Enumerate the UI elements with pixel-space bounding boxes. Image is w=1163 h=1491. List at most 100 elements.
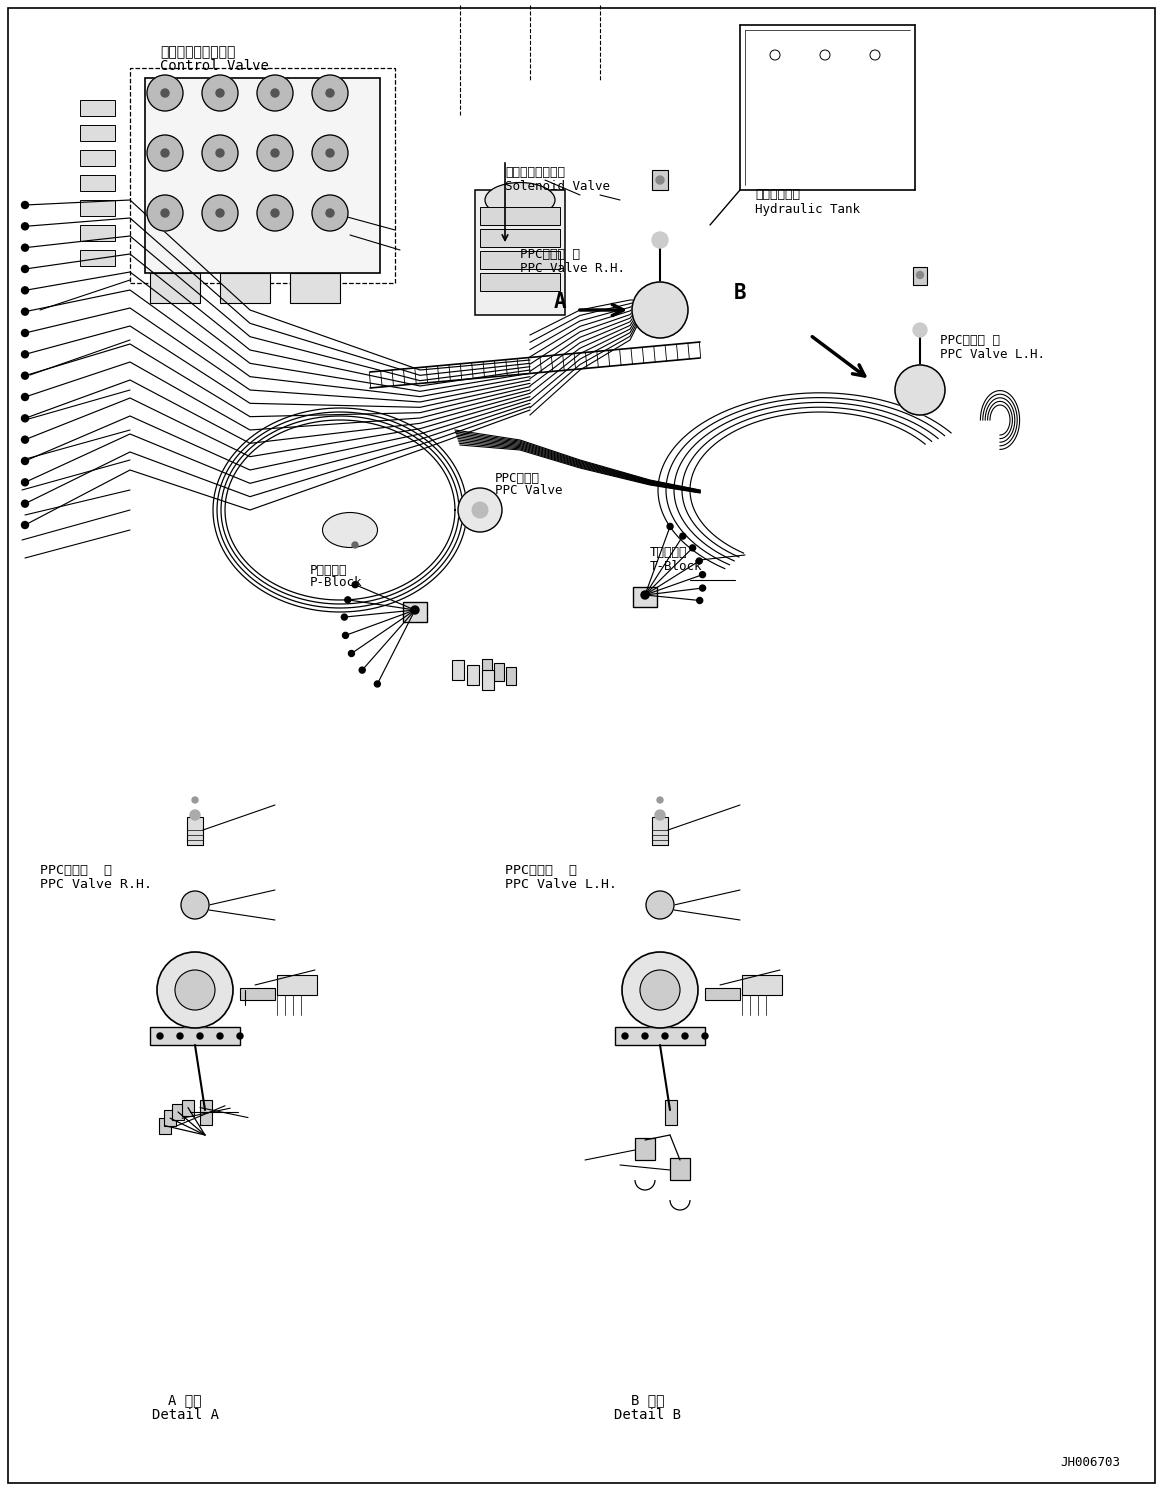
Circle shape	[202, 75, 238, 110]
Bar	[452, 661, 464, 680]
Circle shape	[344, 596, 351, 602]
Circle shape	[190, 810, 200, 820]
Text: PPCバルブ 右: PPCバルブ 右	[520, 249, 580, 261]
Circle shape	[342, 632, 349, 638]
Circle shape	[359, 666, 365, 672]
Circle shape	[202, 136, 238, 171]
Bar	[480, 250, 561, 268]
Circle shape	[642, 1033, 648, 1039]
Circle shape	[160, 209, 169, 218]
Circle shape	[326, 209, 334, 218]
Circle shape	[160, 149, 169, 157]
Circle shape	[257, 195, 293, 231]
Circle shape	[157, 951, 233, 1027]
Circle shape	[21, 350, 29, 358]
Circle shape	[668, 523, 673, 529]
Circle shape	[21, 499, 29, 507]
Circle shape	[352, 581, 358, 587]
Bar	[150, 273, 200, 303]
Text: A: A	[554, 292, 566, 312]
Circle shape	[697, 558, 702, 564]
Circle shape	[21, 309, 29, 315]
Circle shape	[632, 282, 688, 338]
Circle shape	[174, 971, 215, 1009]
Text: T-Block: T-Block	[650, 559, 702, 573]
Circle shape	[312, 195, 348, 231]
Circle shape	[352, 543, 358, 549]
Text: A 詳細: A 詳細	[169, 1393, 201, 1408]
Circle shape	[645, 892, 675, 918]
Circle shape	[177, 1033, 183, 1039]
Circle shape	[216, 149, 224, 157]
Circle shape	[21, 458, 29, 465]
Bar	[742, 975, 782, 994]
Circle shape	[458, 488, 502, 532]
Text: PPC Valve R.H.: PPC Valve R.H.	[520, 261, 625, 274]
Bar	[480, 230, 561, 248]
Circle shape	[217, 1033, 223, 1039]
Circle shape	[656, 176, 664, 183]
Ellipse shape	[485, 182, 555, 218]
Circle shape	[181, 892, 209, 918]
Text: コントロールバルブ: コントロールバルブ	[160, 45, 235, 60]
Bar	[615, 1027, 705, 1045]
Bar	[652, 170, 668, 189]
Circle shape	[326, 89, 334, 97]
Bar	[481, 669, 494, 690]
Bar	[705, 989, 740, 1000]
Circle shape	[21, 479, 29, 486]
Circle shape	[680, 534, 686, 540]
Circle shape	[21, 222, 29, 230]
Bar	[80, 100, 115, 116]
Text: B: B	[734, 283, 747, 303]
Bar	[670, 1159, 690, 1179]
Circle shape	[147, 75, 183, 110]
Circle shape	[326, 149, 334, 157]
Text: B 詳細: B 詳細	[632, 1393, 665, 1408]
Text: PPC Valve L.H.: PPC Valve L.H.	[505, 878, 618, 890]
Circle shape	[702, 1033, 708, 1039]
Circle shape	[271, 149, 279, 157]
Text: PPC Valve: PPC Valve	[495, 485, 563, 498]
Bar	[633, 587, 657, 607]
Circle shape	[21, 265, 29, 273]
Circle shape	[896, 365, 946, 414]
Circle shape	[216, 209, 224, 218]
Circle shape	[216, 89, 224, 97]
Circle shape	[21, 286, 29, 294]
Bar	[290, 273, 340, 303]
Bar	[506, 666, 516, 684]
Circle shape	[202, 195, 238, 231]
Text: PPCバルブ  右: PPCバルブ 右	[40, 863, 112, 877]
Text: PPC Valve R.H.: PPC Valve R.H.	[40, 878, 152, 890]
Text: Solenoid Valve: Solenoid Valve	[505, 179, 611, 192]
Text: Pブロック: Pブロック	[311, 564, 348, 577]
Bar	[150, 1027, 240, 1045]
Text: PPCバルブ: PPCバルブ	[495, 471, 540, 485]
Circle shape	[21, 437, 29, 443]
Circle shape	[312, 75, 348, 110]
Bar	[181, 1099, 194, 1115]
Circle shape	[662, 1033, 668, 1039]
Text: 作動油タンク: 作動油タンク	[755, 188, 800, 201]
Circle shape	[21, 373, 29, 379]
Text: Detail B: Detail B	[614, 1408, 682, 1422]
Text: JH006703: JH006703	[1059, 1457, 1120, 1470]
Bar	[468, 665, 479, 684]
Bar	[172, 1103, 184, 1120]
Circle shape	[157, 1033, 163, 1039]
Circle shape	[257, 75, 293, 110]
Circle shape	[700, 584, 706, 590]
Circle shape	[192, 798, 198, 804]
Text: Tブロック: Tブロック	[650, 546, 687, 559]
Ellipse shape	[322, 513, 378, 547]
Circle shape	[160, 89, 169, 97]
Circle shape	[411, 605, 419, 614]
Bar	[159, 1118, 171, 1133]
Bar	[187, 817, 204, 845]
Circle shape	[374, 681, 380, 687]
Circle shape	[349, 650, 355, 656]
Circle shape	[21, 414, 29, 422]
Bar	[145, 78, 380, 273]
Circle shape	[699, 571, 706, 577]
